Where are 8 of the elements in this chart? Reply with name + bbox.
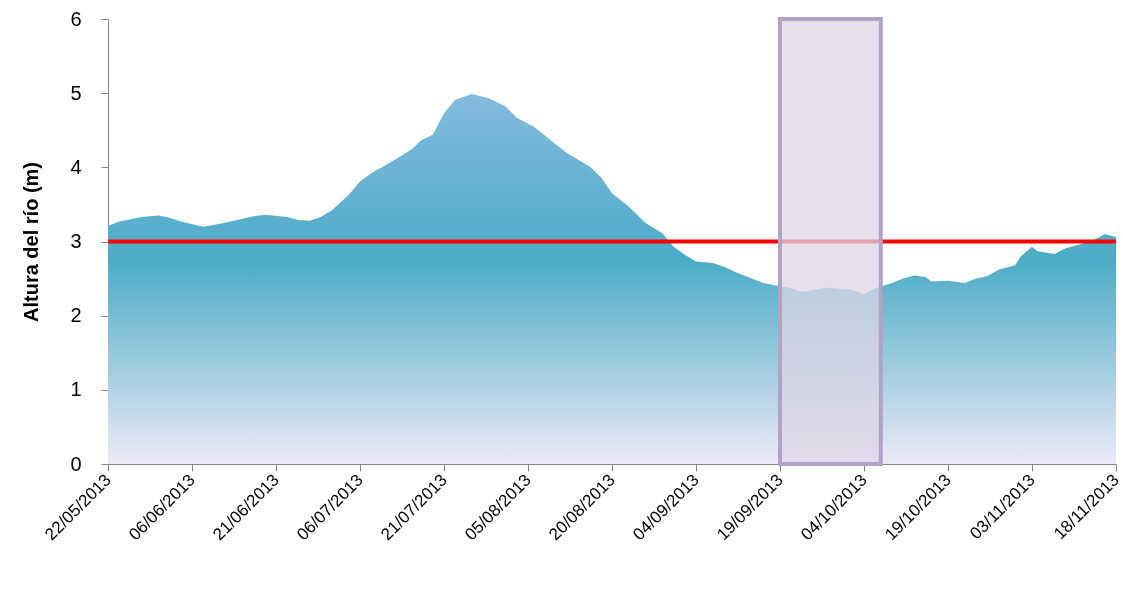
- y-tick-label: 6: [70, 7, 82, 30]
- y-tick-label: 0: [70, 452, 82, 475]
- y-tick-label: 3: [70, 230, 82, 252]
- y-tick-label: 1: [70, 378, 82, 401]
- y-tick-label: 2: [70, 304, 82, 327]
- y-tick-label: 5: [70, 81, 82, 104]
- y-axis-title: Altura del río (m): [20, 161, 43, 323]
- y-tick-label: 4: [70, 155, 82, 178]
